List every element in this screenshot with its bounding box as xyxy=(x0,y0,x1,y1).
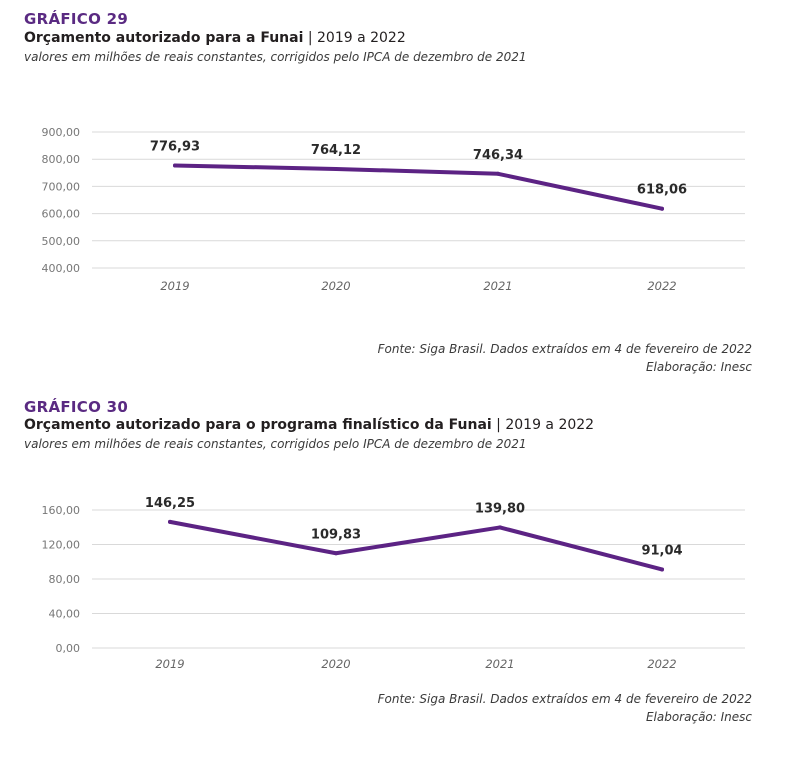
data-point xyxy=(334,166,338,171)
data-label: 776,93 xyxy=(150,139,200,154)
y-tick-label: 0,00 xyxy=(56,642,81,655)
y-tick-label: 40,00 xyxy=(49,608,81,621)
chart-title-bold: Orçamento autorizado para o programa fin… xyxy=(24,417,492,433)
data-point xyxy=(334,551,338,556)
chart-title-bold: Orçamento autorizado para a Funai xyxy=(24,30,304,46)
credit-text: Elaboração: Inesc xyxy=(645,710,752,724)
chart-title-period: | 2019 a 2022 xyxy=(491,417,595,433)
y-tick-label: 160,00 xyxy=(42,504,81,517)
series-line xyxy=(168,519,664,572)
y-tick-label: 600,00 xyxy=(42,208,81,221)
chart-title-period: | 2019 a 2022 xyxy=(303,30,406,46)
data-point xyxy=(496,171,500,176)
chart-number-label: GRÁFICO 29 xyxy=(24,10,129,28)
credit-text: Elaboração: Inesc xyxy=(645,360,752,374)
data-label: 764,12 xyxy=(311,143,361,158)
data-label: 146,25 xyxy=(145,496,195,511)
data-point xyxy=(660,206,664,211)
chart-title: Orçamento autorizado para o programa fin… xyxy=(24,417,594,433)
source-text: Fonte: Siga Brasil. Dados extraídos em 4… xyxy=(377,342,752,356)
data-label: 91,04 xyxy=(641,543,682,558)
chart-number-label: GRÁFICO 30 xyxy=(24,398,129,416)
y-tick-label: 120,00 xyxy=(42,539,81,552)
series-line xyxy=(173,163,664,211)
y-tick-label: 500,00 xyxy=(42,235,81,248)
data-label: 109,83 xyxy=(311,527,361,542)
data-label: 139,80 xyxy=(475,501,525,516)
data-label: 618,06 xyxy=(637,183,687,198)
x-tick-label: 2020 xyxy=(321,279,350,293)
chart-subtitle: valores em milhões de reais constantes, … xyxy=(24,437,527,451)
data-point xyxy=(498,525,502,530)
line-chart-funai-budget: 400,00 500,00 600,00 700,00 800,00 900,00 2019… xyxy=(42,126,745,293)
chart-title: Orçamento autorizado para a Funai | 2019… xyxy=(24,30,406,46)
x-tick-label: 2022 xyxy=(647,279,676,293)
chart-source: Fonte: Siga Brasil. Dados extraídos em 4… xyxy=(378,690,752,726)
data-point xyxy=(173,163,177,168)
source-text: Fonte: Siga Brasil. Dados extraídos em 4… xyxy=(377,692,752,706)
x-tick-label: 2020 xyxy=(321,657,350,671)
x-tick-label: 2019 xyxy=(160,279,189,293)
line-chart-funai-program-budget: 0,00 40,00 80,00 120,00 160,00 2019 2020 2021 20… xyxy=(42,496,745,671)
y-tick-label: 400,00 xyxy=(42,262,81,275)
y-tick-label: 900,00 xyxy=(42,126,81,139)
x-tick-label: 2022 xyxy=(647,657,676,671)
y-tick-label: 700,00 xyxy=(42,180,81,193)
data-point xyxy=(168,519,172,524)
data-label: 746,34 xyxy=(473,148,523,163)
x-tick-label: 2021 xyxy=(485,657,514,671)
chart-source: Fonte: Siga Brasil. Dados extraídos em 4… xyxy=(378,340,752,376)
x-tick-label: 2019 xyxy=(155,657,184,671)
x-tick-label: 2021 xyxy=(483,279,512,293)
y-tick-label: 800,00 xyxy=(42,153,81,166)
data-point xyxy=(660,567,664,572)
y-tick-label: 80,00 xyxy=(49,573,81,586)
chart-subtitle: valores em milhões de reais constantes, … xyxy=(24,50,527,64)
